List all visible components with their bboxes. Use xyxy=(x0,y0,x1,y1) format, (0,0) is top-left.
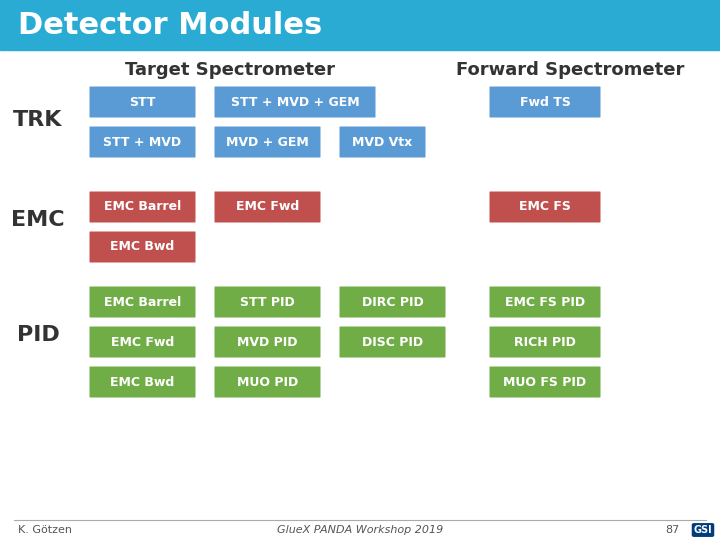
Text: PID: PID xyxy=(17,325,59,345)
Text: MUO FS PID: MUO FS PID xyxy=(503,375,587,388)
FancyBboxPatch shape xyxy=(89,232,196,262)
FancyBboxPatch shape xyxy=(89,367,196,397)
FancyBboxPatch shape xyxy=(215,287,320,318)
Text: STT + MVD: STT + MVD xyxy=(104,136,181,148)
Text: STT: STT xyxy=(130,96,156,109)
FancyBboxPatch shape xyxy=(89,287,196,318)
Text: Fwd TS: Fwd TS xyxy=(520,96,570,109)
FancyBboxPatch shape xyxy=(89,192,196,222)
Text: Forward Spectrometer: Forward Spectrometer xyxy=(456,61,684,79)
FancyBboxPatch shape xyxy=(490,86,600,118)
FancyBboxPatch shape xyxy=(340,126,426,158)
Text: TRK: TRK xyxy=(13,110,63,130)
FancyBboxPatch shape xyxy=(340,287,446,318)
FancyBboxPatch shape xyxy=(215,86,376,118)
Text: Detector Modules: Detector Modules xyxy=(18,10,323,39)
FancyBboxPatch shape xyxy=(215,367,320,397)
Text: EMC Bwd: EMC Bwd xyxy=(110,240,175,253)
Text: MUO PID: MUO PID xyxy=(237,375,298,388)
Text: K. Götzen: K. Götzen xyxy=(18,525,72,535)
Text: GSI: GSI xyxy=(693,525,712,535)
Text: MVD Vtx: MVD Vtx xyxy=(352,136,413,148)
FancyBboxPatch shape xyxy=(490,367,600,397)
Text: MVD + GEM: MVD + GEM xyxy=(226,136,309,148)
Text: MVD PID: MVD PID xyxy=(238,335,298,348)
Bar xyxy=(0,0,720,50)
FancyBboxPatch shape xyxy=(490,327,600,357)
Text: DISC PID: DISC PID xyxy=(362,335,423,348)
FancyBboxPatch shape xyxy=(89,86,196,118)
Text: 87: 87 xyxy=(666,525,680,535)
FancyBboxPatch shape xyxy=(490,192,600,222)
Text: DIRC PID: DIRC PID xyxy=(361,295,423,308)
Text: GlueX PANDA Workshop 2019: GlueX PANDA Workshop 2019 xyxy=(277,525,443,535)
Text: EMC Barrel: EMC Barrel xyxy=(104,200,181,213)
FancyBboxPatch shape xyxy=(215,327,320,357)
Text: EMC Fwd: EMC Fwd xyxy=(111,335,174,348)
Text: EMC Bwd: EMC Bwd xyxy=(110,375,175,388)
FancyBboxPatch shape xyxy=(340,327,446,357)
Text: RICH PID: RICH PID xyxy=(514,335,576,348)
FancyBboxPatch shape xyxy=(215,126,320,158)
FancyBboxPatch shape xyxy=(89,327,196,357)
FancyBboxPatch shape xyxy=(215,192,320,222)
Text: EMC FS: EMC FS xyxy=(519,200,571,213)
FancyBboxPatch shape xyxy=(490,287,600,318)
Text: STT + MVD + GEM: STT + MVD + GEM xyxy=(230,96,359,109)
Text: EMC Fwd: EMC Fwd xyxy=(236,200,299,213)
Text: STT PID: STT PID xyxy=(240,295,295,308)
Text: Target Spectrometer: Target Spectrometer xyxy=(125,61,335,79)
Text: EMC FS PID: EMC FS PID xyxy=(505,295,585,308)
Text: EMC Barrel: EMC Barrel xyxy=(104,295,181,308)
Text: EMC: EMC xyxy=(12,210,65,230)
FancyBboxPatch shape xyxy=(89,126,196,158)
